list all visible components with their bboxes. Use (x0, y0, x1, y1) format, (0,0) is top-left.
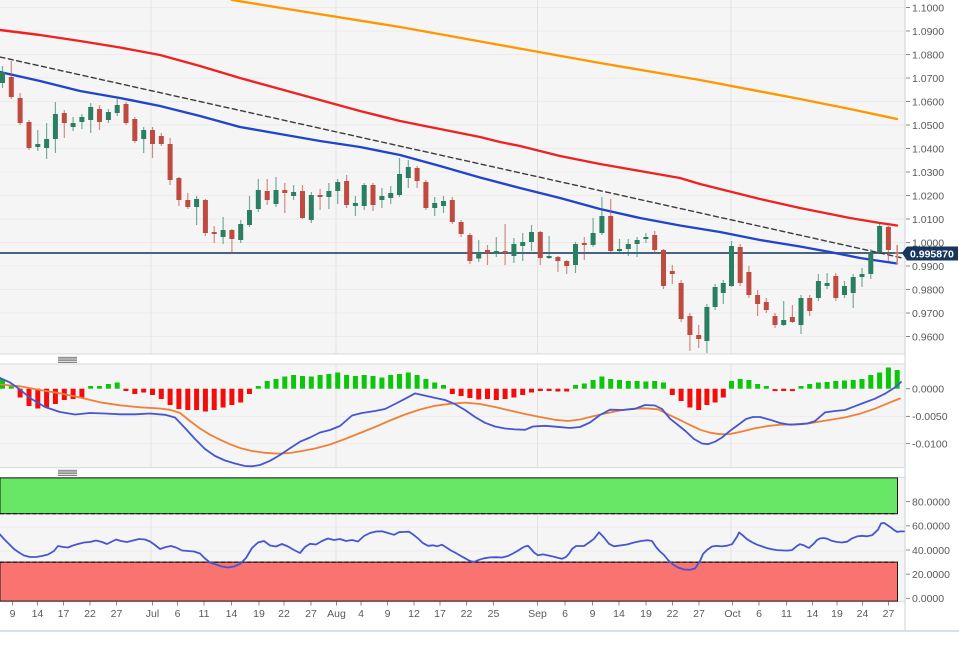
svg-text:22: 22 (667, 608, 679, 620)
svg-text:40.0000: 40.0000 (912, 545, 950, 557)
svg-text:1.0900: 1.0900 (912, 26, 944, 38)
svg-text:9: 9 (590, 608, 596, 620)
svg-text:60.0000: 60.0000 (912, 521, 950, 533)
svg-text:27: 27 (305, 608, 317, 620)
svg-text:Oct: Oct (724, 608, 740, 620)
svg-text:6: 6 (175, 608, 181, 620)
svg-text:Jul: Jul (146, 608, 159, 620)
svg-text:1.0100: 1.0100 (912, 214, 944, 226)
svg-text:0.9900: 0.9900 (912, 261, 944, 273)
svg-text:14: 14 (807, 608, 819, 620)
svg-text:12: 12 (408, 608, 420, 620)
svg-text:9: 9 (385, 608, 391, 620)
svg-text:6: 6 (562, 608, 568, 620)
svg-text:11: 11 (199, 608, 210, 620)
svg-text:17: 17 (58, 608, 70, 620)
svg-text:19: 19 (831, 608, 843, 620)
svg-text:14: 14 (32, 608, 44, 620)
svg-text:14: 14 (226, 608, 238, 620)
svg-text:1.1000: 1.1000 (912, 2, 944, 14)
svg-text:1.0000: 1.0000 (912, 237, 944, 249)
svg-text:1.0600: 1.0600 (912, 96, 944, 108)
svg-text:80.0000: 80.0000 (912, 496, 950, 508)
svg-text:4: 4 (358, 608, 364, 620)
svg-text:20.0000: 20.0000 (912, 569, 950, 581)
svg-text:-0.0050: -0.0050 (912, 411, 948, 423)
svg-text:25: 25 (488, 608, 500, 620)
svg-text:19: 19 (640, 608, 652, 620)
svg-text:0.995870: 0.995870 (910, 248, 954, 260)
svg-text:22: 22 (84, 608, 96, 620)
svg-text:1.0300: 1.0300 (912, 167, 944, 179)
svg-text:27: 27 (693, 608, 705, 620)
svg-text:Aug: Aug (327, 608, 346, 620)
svg-text:1.0800: 1.0800 (912, 49, 944, 61)
svg-text:6: 6 (756, 608, 762, 620)
svg-text:11: 11 (781, 608, 792, 620)
svg-text:1.0200: 1.0200 (912, 190, 944, 202)
svg-text:14: 14 (613, 608, 625, 620)
svg-text:22: 22 (461, 608, 473, 620)
svg-text:0.0000: 0.0000 (912, 593, 944, 605)
svg-text:1.0700: 1.0700 (912, 73, 944, 85)
svg-text:1.0500: 1.0500 (912, 120, 944, 132)
svg-text:-0.0100: -0.0100 (912, 438, 948, 450)
svg-text:9: 9 (10, 608, 16, 620)
svg-text:Sep: Sep (528, 608, 547, 620)
svg-text:0.9800: 0.9800 (912, 284, 944, 296)
svg-text:27: 27 (883, 608, 895, 620)
svg-text:19: 19 (253, 608, 265, 620)
svg-text:27: 27 (111, 608, 123, 620)
svg-text:0.0000: 0.0000 (912, 384, 944, 396)
svg-text:24: 24 (857, 608, 869, 620)
svg-text:0.9600: 0.9600 (912, 331, 944, 343)
svg-text:17: 17 (434, 608, 446, 620)
svg-text:22: 22 (278, 608, 290, 620)
svg-text:0.9700: 0.9700 (912, 308, 944, 320)
svg-text:1.0400: 1.0400 (912, 143, 944, 155)
